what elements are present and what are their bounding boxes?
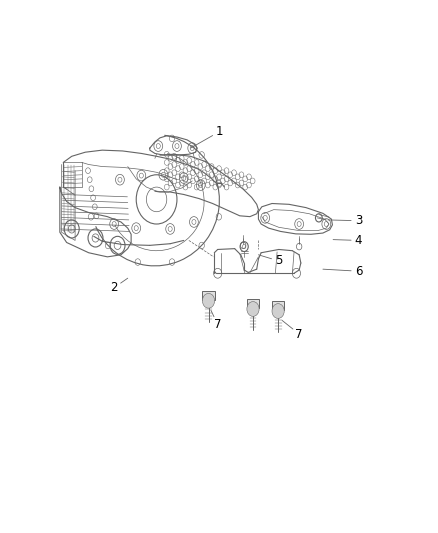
Polygon shape: [202, 291, 215, 300]
Text: 4: 4: [355, 234, 362, 247]
Text: 5: 5: [275, 254, 283, 268]
Text: 7: 7: [214, 318, 222, 331]
Polygon shape: [247, 299, 259, 308]
Circle shape: [202, 293, 215, 308]
Circle shape: [272, 304, 284, 318]
Text: 3: 3: [355, 214, 362, 227]
Text: 7: 7: [295, 327, 303, 341]
Circle shape: [247, 302, 259, 317]
Text: 1: 1: [215, 125, 223, 138]
Text: 2: 2: [110, 281, 118, 294]
Polygon shape: [272, 301, 284, 310]
Text: 6: 6: [355, 265, 362, 278]
